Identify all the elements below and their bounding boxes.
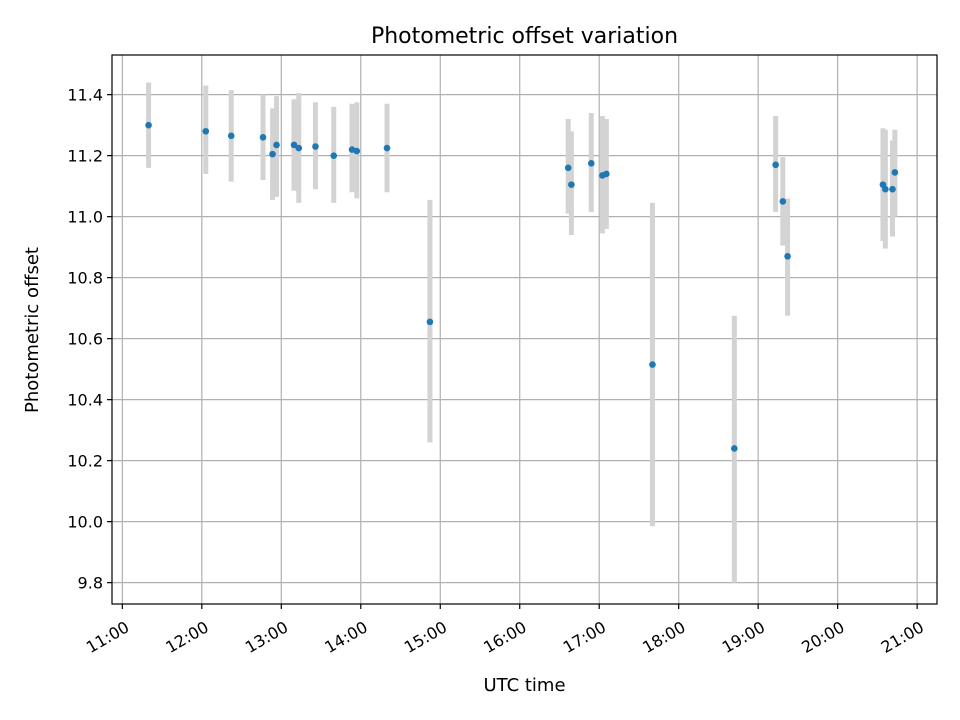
x-axis-ticks: 11:00 12:00 13:00 14:00 15:00 16:00 17:00 18:00… xyxy=(83,604,927,657)
data-point xyxy=(603,170,610,178)
data-point xyxy=(882,185,889,193)
y-tick-label: 9.8 xyxy=(78,574,103,593)
y-tick-label: 11.2 xyxy=(67,147,103,166)
plot-frame xyxy=(111,54,938,605)
data-point xyxy=(731,445,738,452)
y-tick-label: 10.2 xyxy=(67,452,103,471)
y-tick-label: 10.0 xyxy=(67,513,103,532)
grid-lines xyxy=(112,55,937,604)
data-point xyxy=(353,147,361,155)
data-point xyxy=(784,252,791,260)
data-point xyxy=(269,150,276,158)
data-point xyxy=(891,169,899,176)
data-point xyxy=(772,161,779,169)
chart-title: Photometric offset variation xyxy=(371,24,678,49)
data-point xyxy=(290,141,298,149)
y-tick-label: 11.4 xyxy=(67,86,103,105)
x-axis-label: UTC time xyxy=(483,675,565,696)
data-points xyxy=(145,121,899,452)
y-tick-label: 10.4 xyxy=(67,391,103,410)
data-point xyxy=(564,164,572,172)
data-point xyxy=(227,132,235,140)
data-point xyxy=(202,127,210,135)
data-point xyxy=(312,143,319,150)
y-tick-label: 10.6 xyxy=(67,330,103,349)
data-point xyxy=(568,181,575,188)
y-axis-label: Photometric offset xyxy=(22,247,43,413)
data-point xyxy=(889,185,896,193)
data-point xyxy=(259,134,267,141)
data-point xyxy=(383,144,391,152)
data-point xyxy=(273,141,280,149)
y-tick-label: 11.0 xyxy=(67,208,103,227)
data-point xyxy=(330,152,338,159)
y-tick-label: 10.8 xyxy=(67,269,103,288)
data-point xyxy=(145,121,152,129)
data-point xyxy=(779,198,787,205)
y-axis-ticks: 9.8 10.0 10.2 10.4 10.6 10.8 11.0 11.2 11.4 xyxy=(67,86,112,593)
data-point xyxy=(587,159,595,167)
data-point xyxy=(649,361,656,368)
data-point xyxy=(295,144,303,152)
data-point xyxy=(426,318,434,326)
